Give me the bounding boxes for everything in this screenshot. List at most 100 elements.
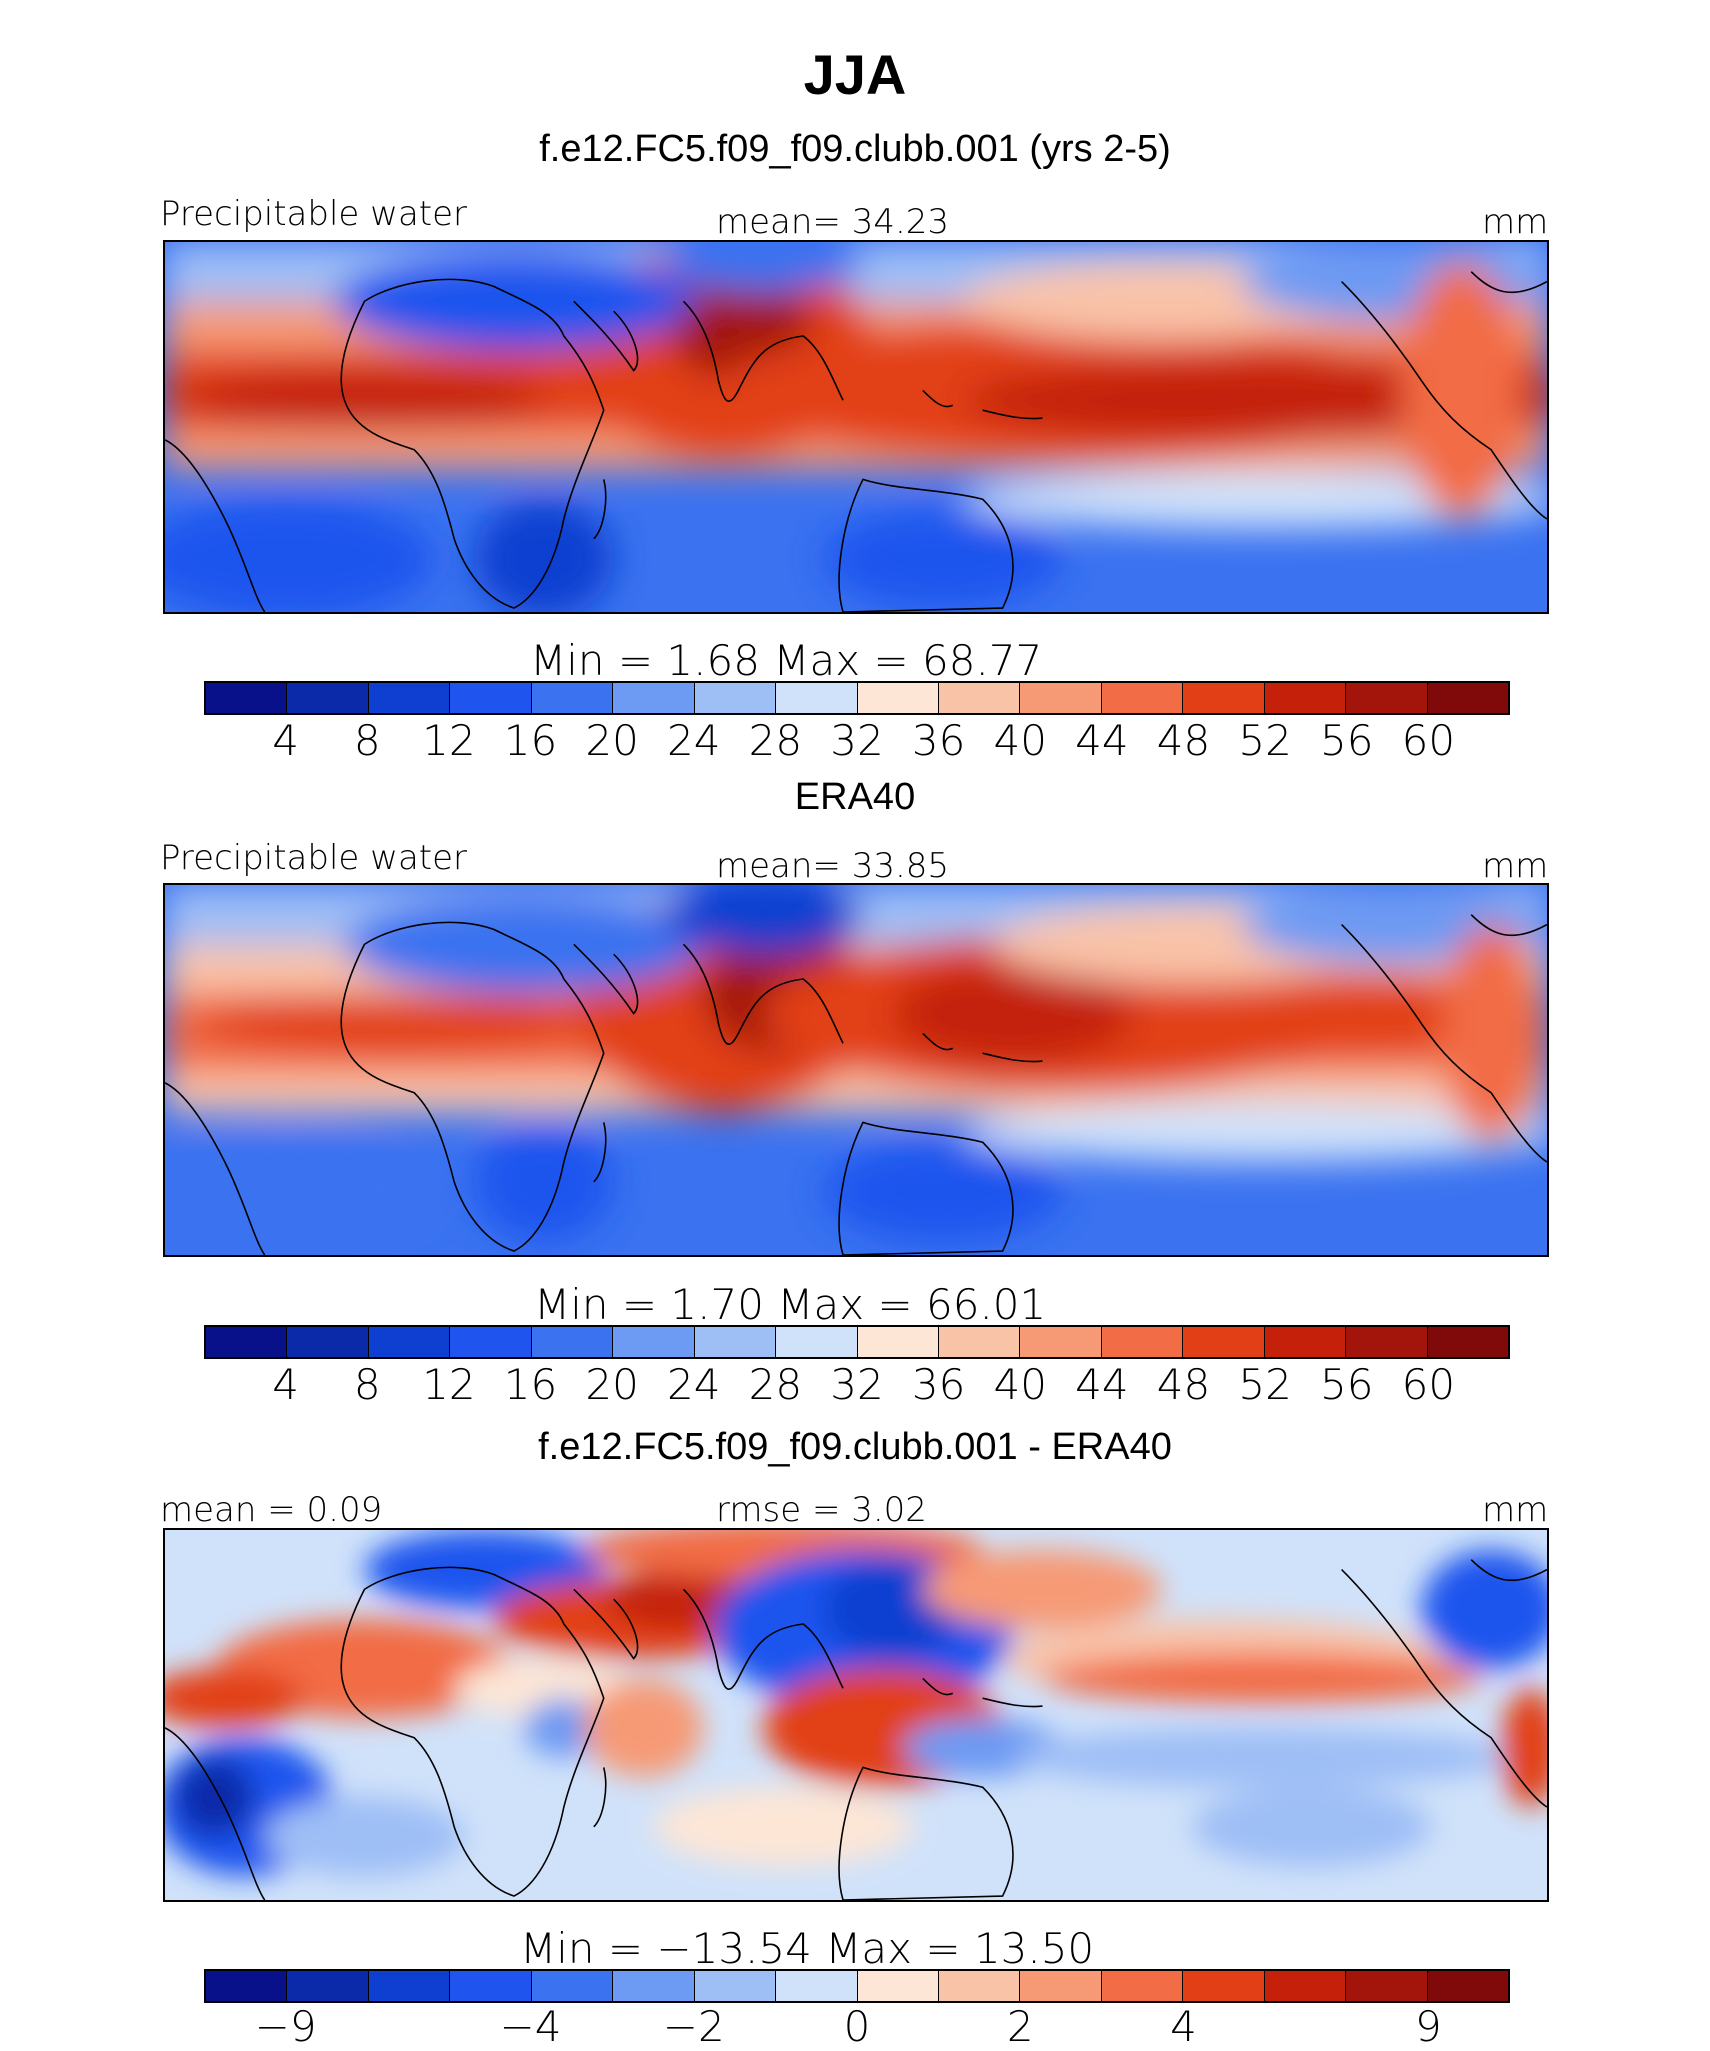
colorbar-swatch — [1427, 1971, 1508, 2001]
colorbar-swatch — [1346, 1971, 1428, 2001]
colorbar-swatch — [938, 683, 1021, 713]
colorbar-swatch — [857, 1971, 939, 2001]
colorbar-swatch — [857, 1327, 939, 1357]
panel-3-rmse-label: rmse = 3.02 — [716, 1490, 927, 1530]
colorbar-swatch — [206, 683, 288, 713]
colorbar-swatch — [450, 683, 532, 713]
colorbar-swatch — [531, 1971, 614, 2001]
colorbar-swatch — [857, 683, 939, 713]
colorbar-tick-label: 40 — [993, 716, 1047, 765]
colorbar-tick-label: 40 — [993, 1360, 1047, 1409]
colorbar-tick-label: 56 — [1320, 1360, 1374, 1409]
colorbar-tick-label: 4 — [272, 1360, 299, 1409]
colorbar-swatch — [613, 1971, 695, 2001]
panel-1-minmax: Min = 1.68 Max = 68.77 — [530, 636, 1043, 685]
panel-1-colorbar — [204, 681, 1510, 715]
colorbar-swatch — [776, 1327, 858, 1357]
colorbar-swatch — [1183, 683, 1265, 713]
colorbar-tick-label: 28 — [748, 716, 803, 765]
panel-2-units-label: mm — [1482, 846, 1549, 886]
colorbar-tick-label: 12 — [422, 1360, 476, 1409]
colorbar-swatch — [1346, 683, 1428, 713]
colorbar-tick-label: 4 — [1170, 2002, 1197, 2051]
colorbar-swatch — [694, 683, 777, 713]
panel-1-units-label: mm — [1482, 202, 1549, 242]
colorbar-tick-label: −2 — [662, 2002, 725, 2051]
panel-2-colorbar-ticks: 4 8 12 16 20 24 28 32 36 40 44 48 52 56 60 — [0, 1360, 1710, 1409]
colorbar-swatch — [938, 1327, 1021, 1357]
panel-3-minmax: Min = −13.54 Max = 13.50 — [520, 1924, 1095, 1973]
colorbar-swatch — [1427, 1327, 1508, 1357]
panel-2-minmax: Min = 1.70 Max = 66.01 — [534, 1280, 1047, 1329]
colorbar-swatch — [1101, 1327, 1184, 1357]
panel-3-map-field — [165, 1530, 1547, 1900]
panel-2-map-field — [165, 885, 1547, 1255]
panel-1-variable-label: Precipitable water — [160, 194, 468, 234]
colorbar-tick-label: 9 — [1415, 2002, 1442, 2051]
panel-2-title: ERA40 — [794, 776, 916, 818]
colorbar-swatch — [206, 1327, 288, 1357]
colorbar-swatch — [531, 683, 614, 713]
panel-3-mean-label: mean = 0.09 — [160, 1490, 383, 1530]
colorbar-tick-label: 2 — [1006, 2002, 1034, 2051]
panel-2-map — [163, 883, 1549, 1257]
colorbar-swatch — [1020, 1327, 1102, 1357]
colorbar-tick-label: 24 — [667, 716, 721, 765]
colorbar-tick-label: 60 — [1401, 1360, 1456, 1409]
colorbar-tick-label: 12 — [422, 716, 476, 765]
colorbar-swatch — [1183, 1971, 1265, 2001]
colorbar-swatch — [1264, 1327, 1347, 1357]
colorbar-swatch — [1346, 1327, 1428, 1357]
panel-1-map — [163, 240, 1549, 614]
colorbar-tick-label: −4 — [499, 2002, 562, 2051]
colorbar-swatch — [1101, 1971, 1184, 2001]
colorbar-tick-label: 20 — [585, 1360, 639, 1409]
colorbar-tick-label: 60 — [1401, 716, 1456, 765]
colorbar-tick-label: 16 — [503, 1360, 558, 1409]
panel-3-map — [163, 1528, 1549, 1902]
colorbar-tick-label: 20 — [585, 716, 639, 765]
colorbar-tick-label: 52 — [1238, 716, 1292, 765]
panel-3-units-label: mm — [1482, 1490, 1549, 1530]
colorbar-swatch — [938, 1971, 1021, 2001]
colorbar-tick-label: 44 — [1075, 716, 1129, 765]
colorbar-tick-label: 32 — [830, 1360, 884, 1409]
colorbar-swatch — [531, 1327, 614, 1357]
colorbar-swatch — [1101, 683, 1184, 713]
colorbar-swatch — [1020, 683, 1102, 713]
colorbar-swatch — [694, 1327, 777, 1357]
colorbar-tick-label: 16 — [503, 716, 558, 765]
colorbar-tick-label: 24 — [667, 1360, 721, 1409]
colorbar-swatch — [368, 1327, 451, 1357]
panel-1-mean-label: mean= 34.23 — [716, 202, 950, 242]
colorbar-swatch — [368, 1971, 451, 2001]
colorbar-tick-label: 0 — [843, 2002, 871, 2051]
panel-3-colorbar-ticks: −9 −4 −2 0 2 4 9 — [0, 2002, 1710, 2051]
panel-1-map-field — [165, 242, 1547, 612]
colorbar-tick-label: 36 — [911, 1360, 966, 1409]
colorbar-tick-label: 48 — [1156, 1360, 1211, 1409]
figure-title: JJA — [803, 43, 907, 106]
colorbar-swatch — [368, 683, 451, 713]
colorbar-tick-label: 8 — [353, 716, 381, 765]
panel-2-mean-label: mean= 33.85 — [716, 846, 950, 886]
colorbar-tick-label: 32 — [830, 716, 884, 765]
colorbar-swatch — [1427, 683, 1508, 713]
colorbar-tick-label: 52 — [1238, 1360, 1292, 1409]
colorbar-swatch — [1020, 1971, 1102, 2001]
colorbar-tick-label: 36 — [911, 716, 966, 765]
colorbar-swatch — [613, 1327, 695, 1357]
colorbar-swatch — [694, 1971, 777, 2001]
colorbar-tick-label: 8 — [353, 1360, 381, 1409]
colorbar-tick-label: 56 — [1320, 716, 1374, 765]
panel-1-colorbar-ticks: 4 8 12 16 20 24 28 32 36 40 44 48 52 56 60 — [0, 716, 1710, 765]
colorbar-swatch — [206, 1971, 288, 2001]
colorbar-tick-label: −9 — [254, 2002, 317, 2051]
panel-2-colorbar — [204, 1325, 1510, 1359]
colorbar-swatch — [450, 1971, 532, 2001]
colorbar-tick-label: 28 — [748, 1360, 803, 1409]
colorbar-tick-label: 48 — [1156, 716, 1211, 765]
colorbar-swatch — [776, 1971, 858, 2001]
colorbar-swatch — [450, 1327, 532, 1357]
colorbar-swatch — [776, 683, 858, 713]
